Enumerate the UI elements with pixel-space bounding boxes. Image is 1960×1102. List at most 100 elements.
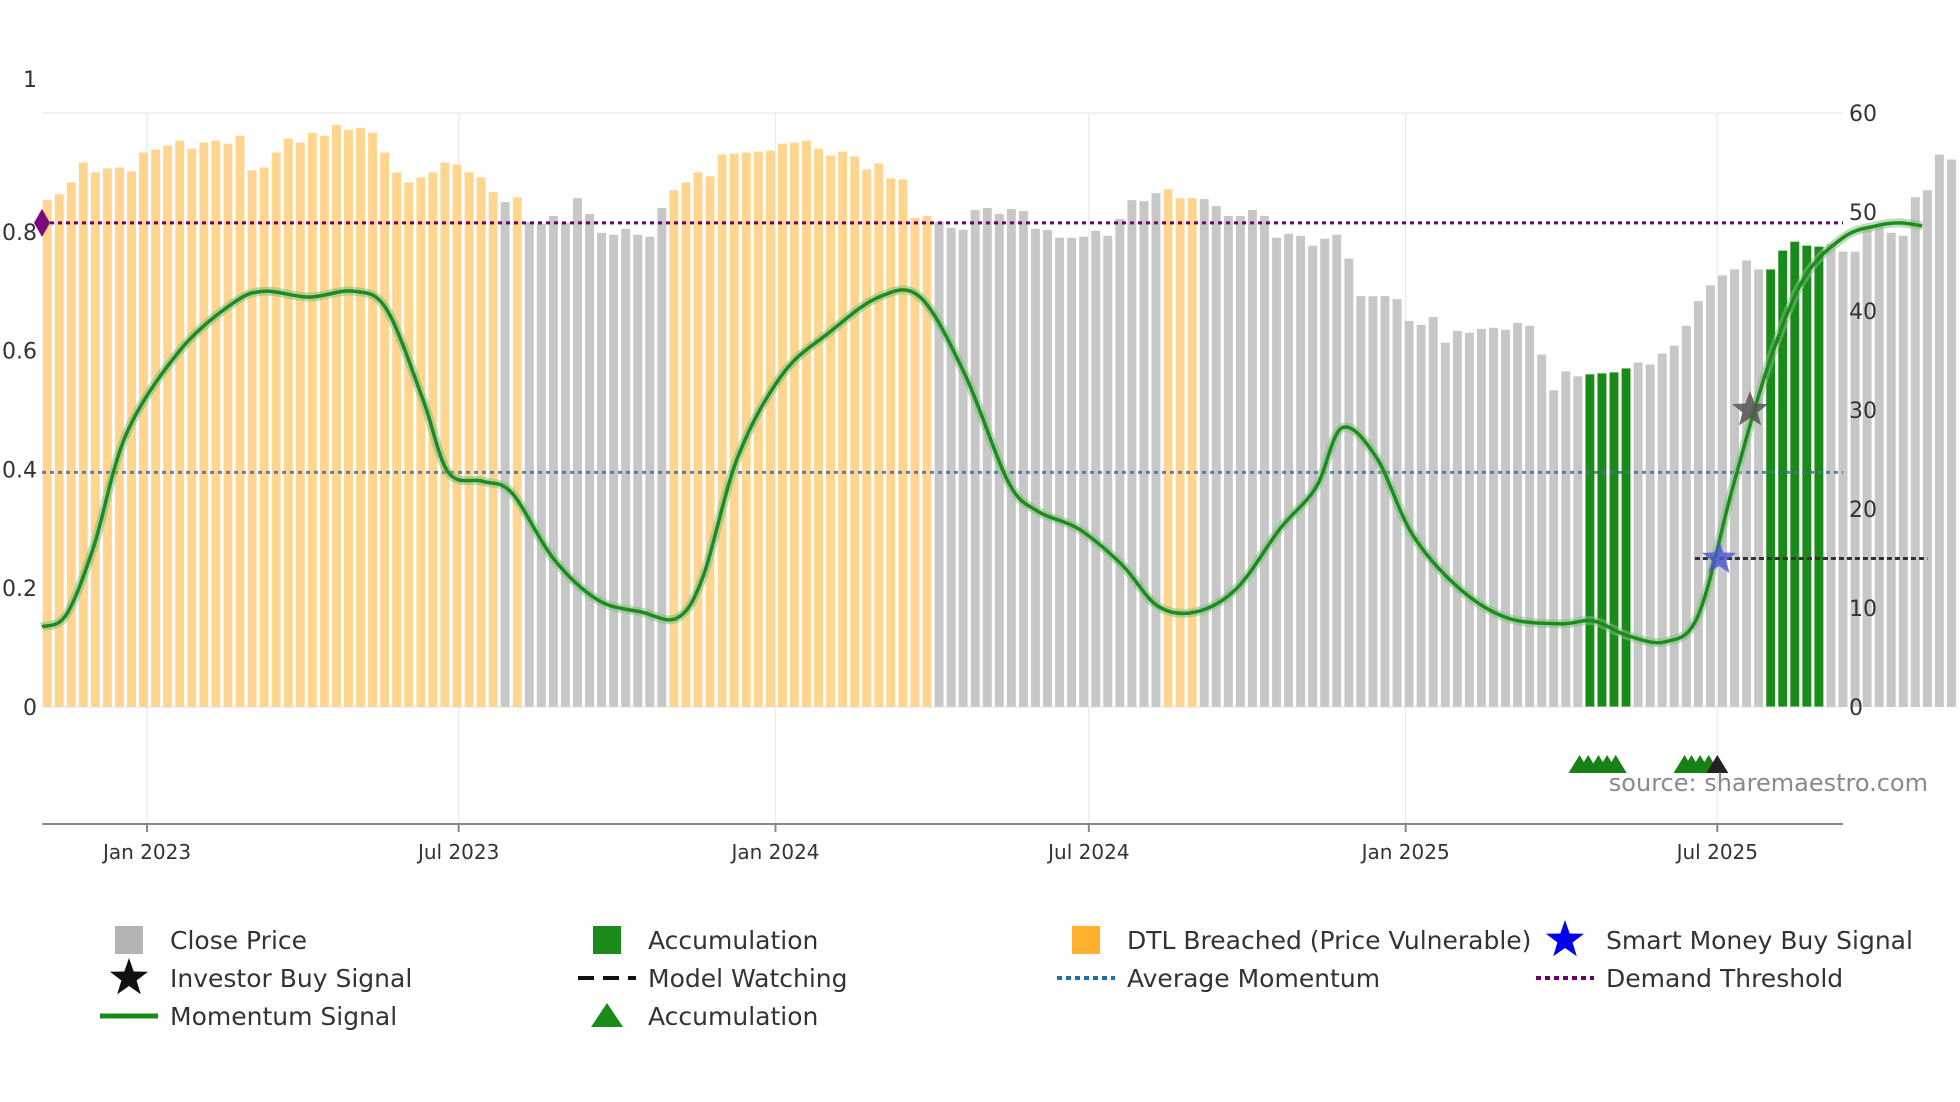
bar-close xyxy=(621,228,631,707)
legend-label: Smart Money Buy Signal xyxy=(1606,926,1913,955)
bar-close xyxy=(1332,234,1342,707)
bar-dtl xyxy=(826,155,836,707)
legend-label: DTL Breached (Price Vulnerable) xyxy=(1127,926,1531,955)
legend-label: Close Price xyxy=(170,926,307,955)
bar-close xyxy=(1513,322,1523,707)
bar-dtl xyxy=(392,172,402,707)
bar-close xyxy=(1308,245,1318,707)
bar-close xyxy=(1947,159,1956,707)
accumulation-triangle-marker xyxy=(1706,755,1729,773)
bar-close xyxy=(657,208,667,708)
bar-dtl xyxy=(669,190,679,708)
bar-dtl xyxy=(344,129,353,707)
bar-dtl xyxy=(681,182,691,708)
bar-dtl xyxy=(922,215,932,707)
legend: Close Price Accumulation DTL Breached (Pri… xyxy=(100,920,1913,1031)
bar-dtl xyxy=(1187,198,1197,707)
bar-close xyxy=(1874,225,1884,708)
bar-dtl xyxy=(90,172,100,707)
bar-close xyxy=(1742,260,1752,707)
bar-close xyxy=(1284,233,1294,707)
bar-close xyxy=(1428,316,1438,707)
bar-dtl xyxy=(271,152,281,708)
bar-close xyxy=(1247,210,1257,707)
bar-close xyxy=(500,202,510,707)
bar-close xyxy=(1754,269,1764,707)
bar-acc xyxy=(1778,250,1788,708)
bar-close xyxy=(1452,330,1462,707)
bar-dtl xyxy=(1163,189,1173,708)
legend-label: Model Watching xyxy=(648,964,848,993)
bar-close xyxy=(1525,325,1535,707)
bar-dtl xyxy=(102,168,112,707)
bar-close xyxy=(1922,190,1932,708)
bar-acc xyxy=(1766,269,1776,707)
bar-close xyxy=(1886,232,1896,708)
bar-close xyxy=(1344,258,1354,707)
bar-close xyxy=(970,210,980,707)
bar-dtl xyxy=(838,151,848,708)
x-axis-tick-label: Jul 2024 xyxy=(1046,840,1129,864)
bar-close xyxy=(1910,197,1920,707)
price-bars xyxy=(42,124,1956,708)
accumulation-triangle-marker xyxy=(1604,755,1627,773)
bar-dtl xyxy=(886,178,896,708)
left-axis-top-label: 1 xyxy=(23,68,37,93)
source-label: source: sharemaestro.com xyxy=(1609,769,1928,797)
bar-close xyxy=(1862,227,1872,707)
bar-dtl xyxy=(115,167,124,707)
bar-close xyxy=(1260,215,1269,707)
bar-close xyxy=(958,229,968,707)
bar-close xyxy=(1199,199,1209,707)
bar-close xyxy=(982,208,992,708)
bar-dtl xyxy=(705,176,715,708)
bar-dtl xyxy=(874,163,884,708)
bar-dtl xyxy=(898,179,908,707)
bar-close xyxy=(1561,371,1571,707)
bar-close xyxy=(1368,296,1378,707)
bar-close xyxy=(934,221,944,707)
legend-label: Momentum Signal xyxy=(170,1002,397,1031)
bar-dtl xyxy=(452,164,462,708)
bar-dtl xyxy=(307,132,317,708)
right-axis-tick-label: 40 xyxy=(1849,300,1877,325)
bar-close xyxy=(1416,324,1426,707)
x-axis-tick-label: Jul 2023 xyxy=(416,840,499,864)
bar-close xyxy=(1151,193,1161,707)
bar-dtl xyxy=(356,127,365,708)
left-axis-tick-label: 0.8 xyxy=(2,221,37,246)
left-axis-tick-label: 0.6 xyxy=(2,340,37,365)
bar-dtl xyxy=(488,192,498,707)
bar-dtl xyxy=(765,150,775,707)
legend-star-icon xyxy=(110,958,148,995)
bar-close xyxy=(1573,376,1583,707)
bar-close xyxy=(1440,342,1450,707)
bar-close xyxy=(1476,328,1486,707)
bar-dtl xyxy=(127,171,136,707)
bar-dtl xyxy=(753,151,763,708)
bar-close xyxy=(1645,364,1655,707)
bar-close xyxy=(524,221,534,707)
legend-triangle-icon xyxy=(591,1003,623,1027)
bar-close xyxy=(1031,228,1040,707)
bar-dtl xyxy=(283,138,293,708)
bar-close xyxy=(1115,218,1125,707)
legend-swatch xyxy=(593,926,621,954)
bar-close xyxy=(1091,230,1101,707)
bar-dtl xyxy=(512,197,522,707)
x-axis-tick-label: Jan 2025 xyxy=(1360,840,1450,864)
bar-dtl xyxy=(1175,198,1185,707)
bar-dtl xyxy=(789,142,799,707)
legend-label: Average Momentum xyxy=(1127,964,1380,993)
bar-close xyxy=(1006,209,1016,707)
bar-dtl xyxy=(199,142,209,707)
bar-close xyxy=(560,222,570,707)
bar-dtl xyxy=(862,169,872,707)
right-axis-tick-label: 10 xyxy=(1849,597,1877,622)
x-axis-tick-label: Jul 2025 xyxy=(1675,840,1758,864)
bar-acc xyxy=(1585,374,1595,707)
bar-close xyxy=(1681,325,1691,707)
bar-dtl xyxy=(187,148,197,707)
bar-close xyxy=(1693,301,1703,707)
